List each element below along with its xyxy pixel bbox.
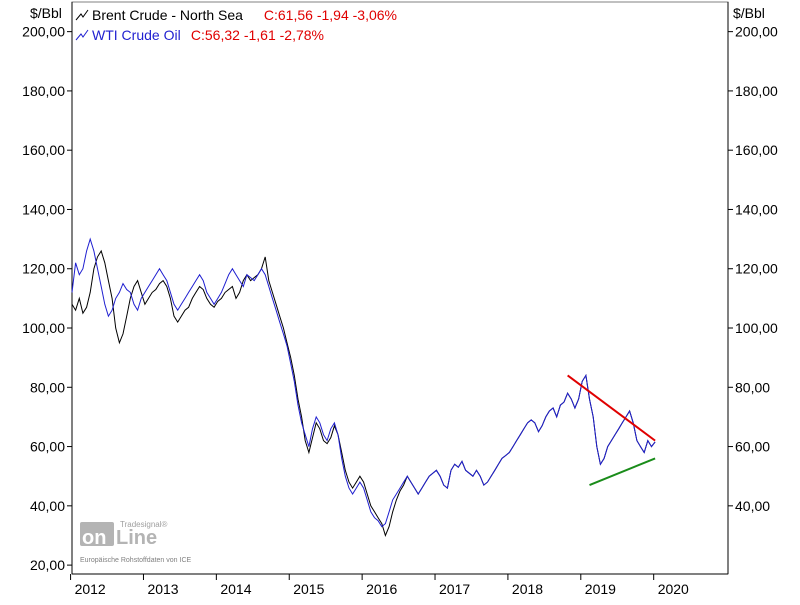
legend-line-icon [75,9,89,21]
left-tick-label: 120,00 [22,261,65,277]
left-tick-label: 200,00 [22,24,65,40]
x-tick-label: 2018 [512,581,543,597]
right-tick-label: 60,00 [735,439,770,455]
left-tick-label: 140,00 [22,201,65,217]
legend-series-quote: C:56,32 -1,61 -2,78% [191,27,324,43]
right-tick-label: 160,00 [735,142,778,158]
right-tick-label: 120,00 [735,261,778,277]
watermark-logo-text: on [82,527,106,549]
support-trendline [589,457,656,487]
x-tick-label: 2020 [658,581,689,597]
left-tick-label: 80,00 [30,379,65,395]
data-source-note: Europäische Rohstoffdaten von ICE [80,557,191,564]
left-tick-label: 160,00 [22,142,65,158]
right-tick-label: 100,00 [735,320,778,336]
legend-line-icon [75,29,89,41]
watermark-logo-box [80,522,114,546]
right-axis-unit-label: $/Bbl [733,5,765,21]
wti-series-line [71,237,656,528]
left-axis-unit-label: $/Bbl [30,5,62,21]
left-tick-label: 20,00 [30,557,65,573]
right-tick-label: 40,00 [735,498,770,514]
x-tick-label: 2019 [585,581,616,597]
x-tick-label: 2013 [147,581,178,597]
resistance-trendline [567,374,656,442]
left-tick-label: 100,00 [22,320,65,336]
left-tick-label: 60,00 [30,439,65,455]
left-tick-label: 40,00 [30,498,65,514]
legend-series-name: Brent Crude - North Sea [92,7,243,23]
x-tick-label: 2014 [220,581,251,597]
right-tick-label: 80,00 [735,379,770,395]
right-tick-label: 140,00 [735,201,778,217]
legend-series-name: WTI Crude Oil [92,27,181,43]
watermark-logo-text-rest: Line [116,527,157,549]
right-tick-label: 180,00 [735,83,778,99]
x-tick-label: 2012 [75,581,106,597]
plot-area [71,1,729,575]
left-tick-label: 180,00 [22,83,65,99]
watermark-sub: Tradesignal® [120,520,168,529]
x-tick-label: 2017 [439,581,470,597]
right-tick-label: 200,00 [735,24,778,40]
x-tick-label: 2015 [293,581,324,597]
legend-series-quote: C:61,56 -1,94 -3,06% [264,7,397,23]
x-tick-label: 2016 [366,581,397,597]
